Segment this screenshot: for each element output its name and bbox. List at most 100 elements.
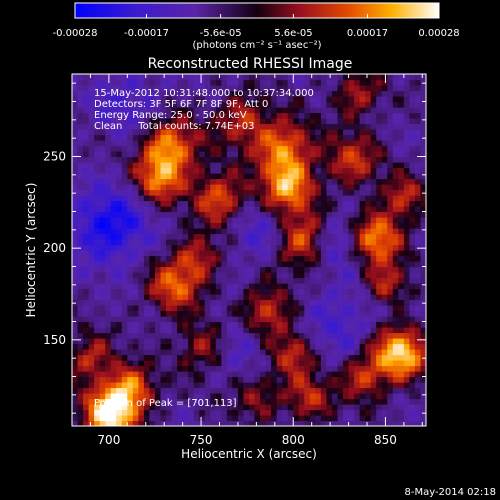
heatmap-cell	[403, 376, 411, 383]
heatmap-cell	[348, 255, 355, 262]
heatmap-cell	[370, 332, 377, 339]
heatmap-cell	[77, 371, 84, 378]
heatmap-cell	[282, 338, 289, 345]
colorbar: -0.00028 -0.00017 -5.6e-05 5.6e-05 0.00017 0.…	[53, 2, 460, 51]
heatmap-cell	[343, 244, 350, 251]
heatmap-cell	[315, 343, 322, 350]
heatmap-cell	[105, 327, 112, 334]
heatmap-cell	[331, 277, 339, 284]
heatmap-cell	[414, 338, 422, 345]
heatmap-cell	[287, 354, 294, 361]
heatmap-cell	[354, 305, 361, 312]
heatmap-cell	[105, 387, 112, 394]
heatmap-cell	[221, 96, 228, 103]
heatmap-cell	[326, 415, 333, 422]
heatmap-cell	[77, 376, 84, 383]
heatmap-cell	[138, 178, 145, 185]
heatmap-cell	[354, 200, 361, 207]
heatmap-cell	[193, 118, 200, 125]
heatmap-cell	[83, 156, 90, 163]
heatmap-cell	[359, 409, 366, 416]
heatmap-cell	[210, 112, 217, 119]
heatmap-cell	[204, 305, 211, 312]
heatmap-cell	[409, 184, 416, 191]
heatmap-cell	[177, 233, 184, 240]
heatmap-cell	[149, 217, 156, 224]
heatmap-cell	[232, 288, 239, 295]
heatmap-cell	[403, 96, 411, 103]
heatmap-cell	[171, 134, 178, 141]
heatmap-cell	[121, 316, 128, 323]
heatmap-cell	[326, 85, 333, 92]
heatmap-cell	[354, 129, 361, 136]
heatmap-cell	[265, 294, 272, 301]
heatmap-cell	[370, 365, 377, 372]
heatmap-cell	[326, 283, 333, 290]
heatmap-cell	[204, 217, 211, 224]
heatmap-cell	[160, 222, 167, 229]
heatmap-cell	[287, 151, 294, 158]
heatmap-cell	[309, 360, 316, 367]
heatmap-cell	[348, 332, 355, 339]
heatmap-cell	[282, 354, 289, 361]
heatmap-cell	[343, 343, 350, 350]
heatmap-cell	[326, 79, 333, 86]
heatmap-cell	[94, 244, 101, 251]
heatmap-cell	[116, 250, 123, 257]
heatmap-cell	[127, 101, 134, 108]
heatmap-cell	[287, 167, 294, 174]
heatmap-cell	[249, 195, 256, 202]
heatmap-cell	[160, 96, 167, 103]
heatmap-cell	[365, 217, 372, 224]
heatmap-cell	[88, 173, 95, 180]
heatmap-cell	[293, 173, 300, 180]
heatmap-cell	[271, 409, 278, 416]
heatmap-cell	[376, 134, 383, 141]
heatmap-cell	[304, 310, 311, 317]
heatmap-cell	[199, 211, 206, 218]
heatmap-cell	[414, 184, 422, 191]
heatmap-cell	[254, 261, 261, 268]
heatmap-cell	[381, 255, 388, 262]
heatmap-cell	[110, 288, 117, 295]
heatmap-cell	[243, 338, 250, 345]
heatmap-cell	[387, 123, 394, 130]
heatmap-cell	[271, 404, 278, 411]
heatmap-cell	[177, 101, 184, 108]
heatmap-cell	[204, 233, 211, 240]
heatmap-cell	[260, 277, 267, 284]
heatmap-cell	[249, 294, 256, 301]
heatmap-cell	[110, 376, 117, 383]
heatmap-cell	[116, 96, 123, 103]
heatmap-cell	[293, 140, 300, 147]
heatmap-cell	[226, 134, 234, 141]
heatmap-cell	[249, 140, 256, 147]
heatmap-cell	[160, 387, 167, 394]
heatmap-cell	[204, 156, 211, 163]
heatmap-cell	[232, 184, 239, 191]
heatmap-cell	[77, 211, 84, 218]
heatmap-cell	[94, 387, 101, 394]
heatmap-cell	[204, 206, 211, 213]
heatmap-cell	[359, 343, 366, 350]
heatmap-cell	[398, 140, 405, 147]
heatmap-cell	[293, 354, 300, 361]
heatmap-cell	[304, 74, 311, 81]
heatmap-cell	[188, 420, 195, 426]
heatmap-cell	[326, 327, 333, 334]
heatmap-cell	[420, 178, 426, 185]
heatmap-cell	[337, 107, 344, 114]
heatmap-cell	[260, 156, 267, 163]
heatmap-cell	[414, 107, 422, 114]
heatmap-cell	[320, 79, 328, 86]
heatmap-cell	[121, 376, 128, 383]
heatmap-cell	[83, 316, 90, 323]
heatmap-cell	[243, 211, 250, 218]
heatmap-cell	[276, 206, 283, 213]
heatmap-cell	[392, 404, 399, 411]
heatmap-cell	[94, 107, 101, 114]
heatmap-cell	[160, 349, 167, 356]
heatmap-cell	[370, 261, 377, 268]
